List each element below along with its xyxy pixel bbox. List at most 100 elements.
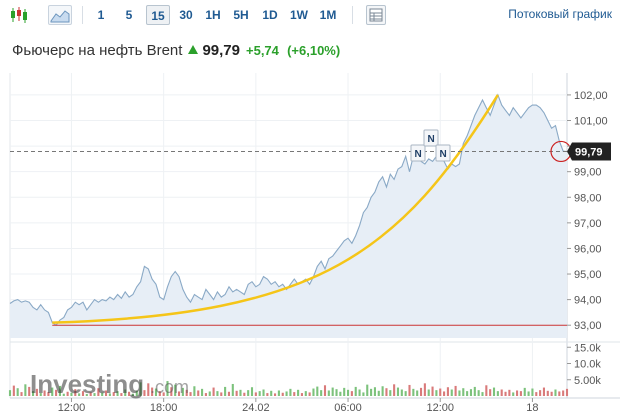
volume-bar xyxy=(285,391,288,396)
volume-bar xyxy=(16,388,19,396)
volume-bar xyxy=(485,385,488,396)
timeframe-5[interactable]: 5 xyxy=(125,8,133,22)
volume-tick-label: 10.0k xyxy=(574,359,601,371)
volume-bar xyxy=(454,385,457,396)
volume-bar xyxy=(62,393,65,396)
timeframe-30[interactable]: 30 xyxy=(179,8,193,22)
volume-bar xyxy=(128,391,131,396)
volume-bar xyxy=(519,391,522,396)
volume-bar xyxy=(177,391,181,396)
volume-bar xyxy=(258,391,261,396)
volume-bar xyxy=(316,386,319,396)
volume-bar xyxy=(8,390,12,396)
news-flag-label: N xyxy=(440,149,447,160)
volume-bar xyxy=(331,387,334,396)
volume-bar xyxy=(412,388,415,396)
x-tick-label: 24.02 xyxy=(242,402,270,414)
volume-bar xyxy=(458,390,461,396)
volume-bar xyxy=(97,388,100,396)
timeframe-15[interactable]: 15 xyxy=(146,5,170,25)
instrument-title: Фьючерс на нефть Brent 99,79 +5,74 (+6,10%… xyxy=(12,42,340,62)
volume-bar xyxy=(393,384,396,396)
area-chart-icon[interactable] xyxy=(48,5,72,25)
volume-bar xyxy=(235,390,238,396)
volume-bar xyxy=(358,389,361,396)
chart-toolbar: 1 5 15 30 1H 5H 1D 1W 1M Потоковый графи… xyxy=(0,0,620,30)
volume-bar xyxy=(58,385,61,396)
volume-bar xyxy=(550,391,553,396)
volume-bar xyxy=(335,389,338,396)
volume-bar xyxy=(558,391,561,396)
candlestick-chart-icon[interactable] xyxy=(8,5,30,25)
up-arrow-icon xyxy=(188,45,199,54)
volume-bar xyxy=(542,387,546,396)
data-table-icon[interactable] xyxy=(366,5,386,25)
volume-bar xyxy=(224,386,227,396)
volume-bar xyxy=(139,382,142,396)
x-tick-label: 12:00 xyxy=(58,402,86,414)
volume-bar xyxy=(35,388,38,396)
volume-bar xyxy=(446,387,449,396)
volume-bar xyxy=(370,388,373,396)
volume-bar xyxy=(466,391,469,396)
volume-bar xyxy=(70,392,73,396)
volume-bar xyxy=(181,387,184,396)
volume-bar xyxy=(89,392,92,396)
volume-bar xyxy=(320,390,323,396)
volume-bar xyxy=(508,389,511,396)
toolbar-divider xyxy=(82,6,83,24)
timeframe-1[interactable]: 1 xyxy=(97,8,105,22)
volume-bar xyxy=(93,393,96,396)
volume-bar xyxy=(381,386,384,396)
volume-bar xyxy=(404,391,407,396)
volume-bar xyxy=(385,388,388,396)
volume-bar xyxy=(170,387,173,396)
volume-bar xyxy=(289,388,292,396)
volume-bar xyxy=(104,390,108,396)
volume-bar xyxy=(300,393,303,396)
price-area xyxy=(9,93,568,339)
volume-bar xyxy=(28,386,31,396)
volume-bar xyxy=(277,390,280,396)
streaming-chart-link[interactable]: Потоковый график xyxy=(508,7,612,21)
volume-bar xyxy=(108,393,111,396)
timeframe-1m[interactable]: 1M xyxy=(319,8,337,22)
timeframe-1w[interactable]: 1W xyxy=(290,8,308,22)
volume-bar xyxy=(373,387,376,396)
volume-bar xyxy=(396,387,400,396)
volume-bar xyxy=(431,386,434,396)
y-tick-label: 97,00 xyxy=(574,218,602,230)
volume-bar xyxy=(297,389,300,396)
timeframe-1d[interactable]: 1D xyxy=(262,8,278,22)
volume-bar xyxy=(24,384,27,396)
volume-bar xyxy=(400,389,403,396)
volume-bar xyxy=(154,388,158,396)
volume-bar xyxy=(212,387,215,396)
volume-bar xyxy=(366,384,369,396)
timeframe-5h[interactable]: 5H xyxy=(233,8,249,22)
volume-bar xyxy=(304,391,307,396)
volume-bar xyxy=(427,389,430,396)
timeframe-1h[interactable]: 1H xyxy=(205,8,221,22)
volume-bar xyxy=(166,381,169,396)
volume-bar xyxy=(270,390,273,396)
volume-tick-label: 5.00k xyxy=(574,375,601,387)
volume-bar xyxy=(523,387,526,396)
volume-bar xyxy=(416,390,419,396)
volume-bar xyxy=(327,390,330,396)
time-axis: 12:00 18:00 24.02 06:00 12:00 18 xyxy=(58,398,539,414)
volume-bar xyxy=(131,393,134,396)
price-change-percent: (+6,10%) xyxy=(287,43,341,58)
volume-bar xyxy=(81,391,85,396)
y-tick-label: 99,00 xyxy=(574,167,602,179)
volume-bar xyxy=(39,393,42,396)
volume-bar xyxy=(116,391,119,396)
current-price-tag xyxy=(567,142,611,161)
volume-bar xyxy=(554,389,557,396)
volume-bar xyxy=(354,386,357,396)
volume-bar xyxy=(243,392,246,396)
volume-bar xyxy=(527,391,530,396)
volume-bar xyxy=(201,388,204,396)
volume-bar xyxy=(266,393,269,396)
